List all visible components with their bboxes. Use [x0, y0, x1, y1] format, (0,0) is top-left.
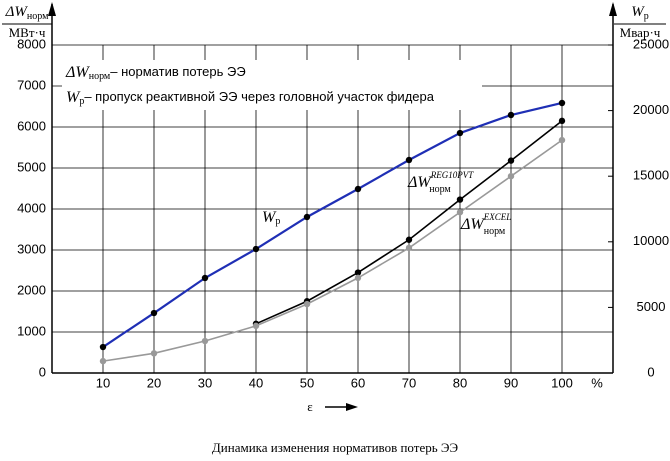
- symbol: ΔW: [407, 174, 432, 191]
- data-point: [150, 350, 158, 357]
- y-tick-label: 3000: [17, 241, 46, 256]
- y-tick-label: 7000: [17, 77, 46, 92]
- data-point: [456, 129, 464, 137]
- subscript: норм: [484, 226, 506, 237]
- data-point: [507, 173, 515, 180]
- x-tick-label: 80: [453, 375, 467, 390]
- annotation-text: – норматив потерь ЭЭ: [110, 64, 245, 79]
- y-tick-label: 2000: [17, 282, 46, 297]
- y-tick-label: 5000: [17, 159, 46, 174]
- symbol: W: [631, 4, 645, 20]
- subscript: норм: [27, 11, 49, 22]
- data-point: [405, 156, 413, 164]
- y-tick-label: 4000: [17, 200, 46, 215]
- subscript: норм: [429, 184, 451, 195]
- y2-tick-label: 0: [647, 364, 654, 379]
- x-label: ε: [307, 399, 313, 414]
- axis-unit: Мвар·ч: [620, 25, 661, 40]
- x-tick-label: 10: [96, 375, 110, 390]
- subscript: р: [644, 11, 649, 22]
- x-tick-label: 90: [504, 375, 518, 390]
- data-point: [252, 245, 260, 253]
- data-point: [456, 196, 464, 203]
- symbol: ΔW: [5, 4, 29, 20]
- axis-unit: МВт·ч: [9, 25, 46, 40]
- axis-label: Wр: [631, 4, 649, 22]
- symbol: ΔW: [460, 216, 485, 233]
- series-label: Wр: [262, 209, 280, 228]
- x-unit: %: [591, 375, 603, 390]
- data-point: [354, 269, 362, 276]
- y-tick-label: 1000: [17, 323, 46, 338]
- x-tick-label: 60: [351, 375, 365, 390]
- caption: Динамика изменения нормативов потерь ЭЭ: [212, 440, 459, 455]
- data-point: [507, 157, 515, 164]
- y2-tick-label: 20000: [633, 102, 669, 117]
- x-tick-label: 20: [147, 375, 161, 390]
- data-point: [201, 337, 209, 345]
- subscript: р: [275, 216, 280, 227]
- data-point: [558, 117, 566, 125]
- y-tick-label: 0: [39, 364, 46, 379]
- y2-tick-label: 15000: [633, 168, 669, 183]
- y-tick-label: 6000: [17, 118, 46, 133]
- arrow: [48, 2, 56, 16]
- series-line: [102, 101, 563, 348]
- x-tick-label: 40: [249, 375, 263, 390]
- x-tick-label: 100: [551, 375, 573, 390]
- data-point: [507, 111, 515, 119]
- annotation: Wр– пропуск реактивной ЭЭ через головной…: [66, 89, 435, 108]
- series-label: ΔWEXCEL норм: [460, 212, 511, 237]
- data-point: [99, 357, 107, 365]
- series-label: ΔWREG10PVT норм: [407, 170, 474, 195]
- superscript: EXCEL: [483, 212, 512, 222]
- x-tick-label: 50: [300, 375, 314, 390]
- subscript: норм: [89, 71, 111, 82]
- y2-tick-label: 10000: [633, 233, 669, 248]
- arrow: [609, 2, 617, 16]
- annotation-box: [62, 60, 482, 110]
- subscript: р: [79, 96, 84, 107]
- data-point: [303, 213, 311, 221]
- superscript: REG10PVT: [430, 170, 474, 180]
- series-line: [102, 139, 563, 362]
- data-point: [303, 300, 311, 308]
- x-tick-label: 70: [402, 375, 416, 390]
- data-point: [354, 185, 362, 193]
- x-tick-label: 30: [198, 375, 212, 390]
- data-point: [405, 236, 413, 243]
- data-point: [558, 136, 566, 144]
- annotation: ΔWнорм– норматив потерь ЭЭ: [65, 64, 246, 83]
- data-point: [558, 99, 566, 107]
- symbol: W: [262, 209, 277, 226]
- x-arrow-head: [346, 403, 358, 411]
- y2-tick-label: 25000: [633, 36, 669, 51]
- y2-tick-label: 5000: [637, 299, 666, 314]
- data-point: [252, 322, 260, 330]
- symbol: ΔW: [65, 64, 90, 81]
- symbol: W: [66, 89, 81, 106]
- data-point: [150, 309, 158, 317]
- data-point: [456, 209, 464, 216]
- axis-label: ΔWнорм: [5, 4, 50, 22]
- y-tick-label: 8000: [17, 36, 46, 51]
- data-point: [201, 274, 209, 282]
- annotation-text: – пропуск реактивной ЭЭ через головной у…: [84, 89, 434, 104]
- data-point: [354, 274, 362, 282]
- data-point: [99, 343, 107, 351]
- data-point: [405, 244, 413, 252]
